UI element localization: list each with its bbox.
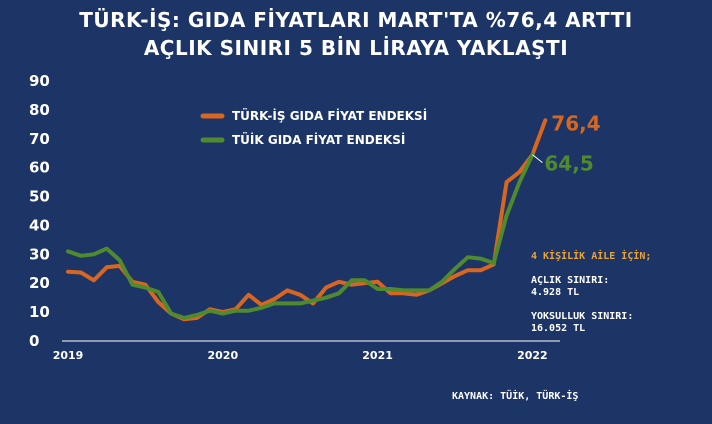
chart-axes: 0 10 20 30 40 50 60 70 80 90 2019 2020 2021 2022 bbox=[29, 72, 560, 362]
y-tick-label: 40 bbox=[29, 216, 50, 234]
end-labels: 76,4 64,5 bbox=[532, 111, 601, 176]
poverty-threshold-label: YOKSULLUK SINIRI: bbox=[531, 311, 634, 322]
y-tick-label: 10 bbox=[29, 303, 50, 321]
source-note: KAYNAK: TÜİK, TÜRK-İŞ bbox=[452, 391, 579, 402]
y-tick-label: 70 bbox=[29, 130, 50, 148]
hunger-threshold-label: AÇLIK SINIRI: bbox=[531, 275, 610, 286]
y-tick-label: 90 bbox=[29, 72, 50, 90]
y-tick-label: 0 bbox=[29, 332, 39, 350]
y-tick-label: 60 bbox=[29, 159, 50, 177]
y-tick-label: 30 bbox=[29, 245, 50, 263]
note-family-header: 4 KİŞİLİK AİLE İÇİN; bbox=[531, 251, 652, 262]
y-tick-label: 50 bbox=[29, 188, 50, 206]
legend-label-turkis: TÜRK-İŞ GIDA FİYAT ENDEKSİ bbox=[232, 108, 427, 123]
x-tick-label: 2021 bbox=[362, 349, 393, 362]
x-tick-label: 2022 bbox=[517, 349, 548, 362]
y-tick-label: 80 bbox=[29, 101, 50, 119]
chart-series bbox=[66, 118, 548, 322]
end-label-leader-tuik bbox=[532, 154, 543, 164]
note-hunger-threshold: AÇLIK SINIRI: 4.928 TL bbox=[531, 275, 609, 299]
end-label-tuik: 64,5 bbox=[544, 152, 593, 176]
x-tick-label: 2019 bbox=[53, 349, 84, 362]
legend-label-tuik: TÜİK GIDA FİYAT ENDEKSİ bbox=[232, 132, 405, 147]
hunger-threshold-value: 4.928 TL bbox=[531, 287, 580, 298]
poverty-threshold-value: 16.052 TL bbox=[531, 323, 586, 334]
series-line-turkis bbox=[66, 118, 548, 322]
chart-title-line-2: AÇLIK SINIRI 5 BİN LİRAYA YAKLAŞTI bbox=[143, 36, 569, 60]
x-tick-label: 2020 bbox=[207, 349, 238, 362]
series-line-tuik bbox=[66, 152, 535, 320]
chart-legend: TÜRK-İŞ GIDA FİYAT ENDEKSİ TÜİK GIDA FİYA… bbox=[200, 108, 427, 147]
note-poverty-threshold: YOKSULLUK SINIRI: 16.052 TL bbox=[531, 311, 633, 335]
end-label-turkis: 76,4 bbox=[551, 111, 600, 135]
chart-title-line-1: TÜRK-İŞ: GIDA FİYATLARI MART'TA %76,4 AR… bbox=[79, 8, 633, 32]
y-tick-label: 20 bbox=[29, 274, 50, 292]
